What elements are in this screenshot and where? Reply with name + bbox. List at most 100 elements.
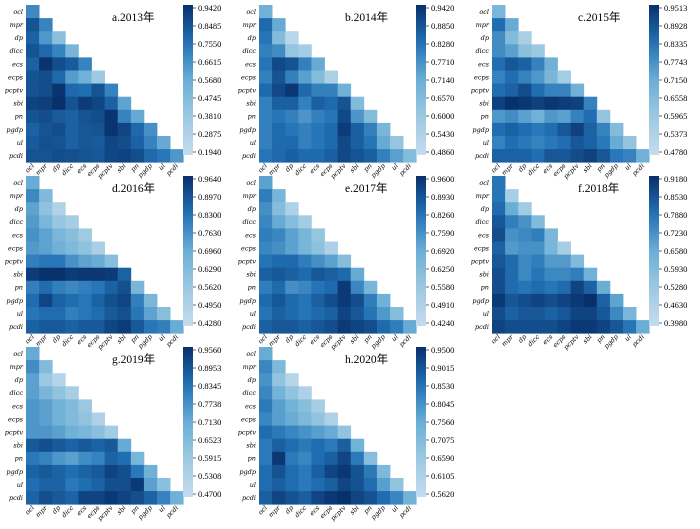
- heatmap-cell: [78, 280, 92, 295]
- heatmap-cell: [505, 267, 519, 282]
- heatmap-cell: [531, 254, 545, 269]
- heatmap-cell: [52, 491, 66, 505]
- colorbar-tick-label: 0.9640: [198, 174, 221, 184]
- heatmap-cell: [311, 307, 325, 321]
- heatmap-cell: [505, 280, 519, 295]
- y-tick-label: ecs: [12, 402, 23, 410]
- x-tick-label: pn: [129, 504, 141, 516]
- y-tick-label: ecps: [241, 73, 257, 81]
- heatmap-cell: [492, 189, 506, 203]
- heatmap-cell: [350, 491, 365, 505]
- heatmap-cell: [65, 228, 79, 242]
- colorbar: [416, 176, 426, 326]
- heatmap-cell: [311, 478, 325, 492]
- heatmap-cell: [130, 109, 145, 124]
- heatmap-cell: [518, 280, 532, 295]
- heatmap-cell: [311, 70, 325, 84]
- heatmap-cell: [39, 320, 53, 334]
- heatmap-cell: [609, 320, 624, 334]
- heatmap-cell: [298, 136, 312, 150]
- heatmap-cell: [311, 136, 325, 150]
- colorbar-tick-label: 0.7130: [198, 417, 221, 427]
- heatmap-cell: [350, 293, 365, 308]
- y-tick-label: ecps: [474, 73, 490, 81]
- heatmap-cell: [39, 70, 53, 84]
- heatmap-cell: [259, 228, 273, 242]
- heatmap-cell: [285, 109, 299, 124]
- heatmap-cell: [557, 109, 571, 124]
- colorbar-tick-label: 0.6000: [431, 111, 454, 121]
- colorbar-tick-label: 0.5915: [198, 453, 221, 463]
- heatmap-cell: [311, 280, 325, 295]
- heatmap-cell: [531, 307, 545, 321]
- heatmap-cell: [272, 280, 286, 295]
- heatmap-cell: [596, 109, 611, 124]
- x-tick-label: ul: [390, 333, 400, 343]
- heatmap-cell: [26, 18, 40, 32]
- heatmap-cell: [26, 96, 40, 111]
- heatmap-cell: [39, 136, 53, 150]
- colorbar-tick-label: 0.7630: [198, 228, 221, 238]
- heatmap-cell: [531, 267, 545, 282]
- heatmap-cell: [39, 399, 53, 413]
- heatmap-cell: [259, 464, 273, 479]
- colorbar-tick-label: 0.7075: [431, 435, 454, 445]
- heatmap-cell: [337, 267, 352, 282]
- colorbar-tick-label: 0.5280: [664, 282, 687, 292]
- heatmap-cell: [104, 122, 119, 137]
- heatmap-cell: [117, 451, 132, 466]
- heatmap-cell: [350, 267, 365, 282]
- heatmap-cell: [272, 122, 286, 137]
- heatmap-cell: [143, 149, 158, 163]
- y-tick-label: pcptv: [5, 257, 24, 265]
- heatmap-cell: [285, 451, 299, 466]
- y-tick-label: mpr: [476, 21, 490, 29]
- heatmap-cell: [285, 293, 299, 308]
- heatmap-cell: [104, 478, 119, 492]
- heatmap-cell: [350, 307, 365, 321]
- heatmap-cell: [157, 149, 171, 163]
- colorbar-tick-label: 0.4630: [664, 300, 687, 310]
- colorbar-tick-label: 0.4280: [198, 318, 221, 328]
- heatmap-cell: [376, 122, 391, 137]
- colorbar: [649, 5, 659, 155]
- heatmap-cell: [311, 241, 325, 255]
- heatmap-cell: [311, 438, 325, 453]
- heatmap-cell: [170, 491, 184, 505]
- heatmap-cell: [492, 5, 506, 19]
- heatmap-cell: [91, 267, 105, 282]
- y-tick-label: pgdp: [6, 126, 23, 134]
- heatmap-cell: [403, 149, 417, 163]
- y-tick-label: ul: [17, 481, 23, 489]
- y-tick-label: dp: [15, 376, 24, 384]
- heatmap-cell: [492, 241, 506, 255]
- heatmap-cell: [78, 438, 92, 453]
- heatmap-cell: [272, 254, 286, 269]
- y-tick-label: pn: [248, 113, 256, 121]
- heatmap-cell: [91, 254, 105, 269]
- y-tick-label: ecps: [8, 244, 24, 252]
- colorbar-tick-label: 0.8970: [198, 192, 221, 202]
- heatmap-cell: [518, 57, 532, 71]
- heatmap-cell: [259, 149, 273, 163]
- colorbar-tick-label: 0.4780: [664, 147, 687, 157]
- heatmap-cell: [65, 122, 79, 137]
- heatmap-cell: [39, 360, 53, 374]
- heatmap-cell: [26, 347, 40, 361]
- heatmap-cell: [583, 136, 598, 150]
- heatmap-cell: [337, 149, 352, 163]
- heatmap-cell: [531, 122, 545, 137]
- panel-title: f.2018年: [578, 181, 619, 195]
- heatmap-cell: [65, 307, 79, 321]
- y-tick-label: ul: [250, 310, 256, 318]
- heatmap-cell: [91, 241, 105, 255]
- heatmap-cell: [557, 280, 571, 295]
- heatmap-cell: [52, 149, 66, 163]
- y-tick-label: pcptv: [5, 86, 24, 94]
- heatmap-cell: [143, 491, 158, 505]
- heatmap-cell: [298, 478, 312, 492]
- heatmap-cell: [26, 5, 40, 19]
- panel-title: b.2014年: [345, 10, 388, 24]
- colorbar-tick-label: 0.5620: [431, 489, 454, 499]
- heatmap-cell: [259, 280, 273, 295]
